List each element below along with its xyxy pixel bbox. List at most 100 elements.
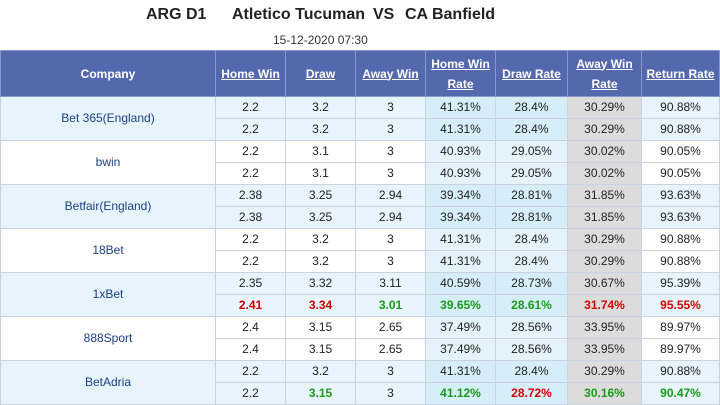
cell-draw: 3.15 <box>285 382 356 405</box>
cell-away: 3 <box>355 250 426 273</box>
cell-home-rate: 41.31% <box>425 360 496 383</box>
cell-return-rate: 95.39% <box>641 272 720 295</box>
cell-away: 3 <box>355 140 426 163</box>
cell-draw-rate: 28.81% <box>495 206 568 229</box>
col-home-win-label: Home Win <box>221 66 280 81</box>
cell-draw-rate: 28.4% <box>495 96 568 119</box>
cell-away-rate: 30.02% <box>567 140 642 163</box>
company-name[interactable]: Bet 365(England) <box>0 96 216 141</box>
cell-away: 3 <box>355 96 426 119</box>
cell-away: 3 <box>355 118 426 141</box>
cell-draw-rate: 28.61% <box>495 294 568 317</box>
cell-away-rate: 31.74% <box>567 294 642 317</box>
cell-draw: 3.34 <box>285 294 356 317</box>
cell-return-rate: 90.88% <box>641 250 720 273</box>
table-header-row: Company Home Win Draw Away Win Home Win R… <box>0 50 720 97</box>
cell-return-rate: 89.97% <box>641 338 720 361</box>
cell-draw-rate: 28.56% <box>495 338 568 361</box>
cell-home: 2.38 <box>215 206 286 229</box>
table-row: Betfair(England) 2.38 3.25 2.94 39.34% 28.81%… <box>0 184 720 229</box>
cell-away-rate: 30.29% <box>567 96 642 119</box>
col-away-win-rate-label: Away Win Rate <box>576 56 633 91</box>
col-home-win[interactable]: Home Win <box>215 50 286 97</box>
cell-home: 2.2 <box>215 360 286 383</box>
cell-away: 3.01 <box>355 294 426 317</box>
cell-away-rate: 30.29% <box>567 360 642 383</box>
cell-away-rate: 30.29% <box>567 250 642 273</box>
col-return-rate[interactable]: Return Rate <box>641 50 720 97</box>
cell-draw: 3.2 <box>285 118 356 141</box>
cell-draw: 3.15 <box>285 338 356 361</box>
col-draw[interactable]: Draw <box>285 50 356 97</box>
col-company: Company <box>0 50 216 97</box>
cell-away: 3 <box>355 360 426 383</box>
col-draw-rate[interactable]: Draw Rate <box>495 50 568 97</box>
col-return-rate-label: Return Rate <box>646 66 715 81</box>
cell-draw: 3.2 <box>285 228 356 251</box>
cell-return-rate: 90.88% <box>641 118 720 141</box>
cell-home-rate: 40.93% <box>425 162 496 185</box>
cell-return-rate: 90.05% <box>641 162 720 185</box>
table-row: 18Bet 2.2 3.2 3 41.31% 28.4% 30.29% 90.88% <box>0 228 720 273</box>
cell-away: 2.65 <box>355 316 426 339</box>
cell-home-rate: 37.49% <box>425 316 496 339</box>
company-name[interactable]: BetAdria <box>0 360 216 405</box>
cell-home: 2.35 <box>215 272 286 295</box>
table-row: BetAdria 2.2 3.2 3 41.31% 28.4% 30.29% 90.88% <box>0 360 720 405</box>
cell-draw-rate: 28.4% <box>495 360 568 383</box>
cell-home-rate: 41.31% <box>425 118 496 141</box>
cell-away: 2.94 <box>355 206 426 229</box>
cell-home-rate: 40.93% <box>425 140 496 163</box>
home-team: Atletico Tucuman <box>232 6 366 23</box>
cell-draw: 3.25 <box>285 206 356 229</box>
cell-home: 2.2 <box>215 228 286 251</box>
col-home-win-rate-label: Home Win Rate <box>431 56 490 91</box>
cell-away: 3.11 <box>355 272 426 295</box>
cell-home-rate: 40.59% <box>425 272 496 295</box>
cell-return-rate: 93.63% <box>641 206 720 229</box>
col-home-win-rate[interactable]: Home Win Rate <box>425 50 496 97</box>
cell-away-rate: 30.16% <box>567 382 642 405</box>
col-away-win[interactable]: Away Win <box>355 50 426 97</box>
cell-return-rate: 93.63% <box>641 184 720 207</box>
company-name[interactable]: Betfair(England) <box>0 184 216 229</box>
col-away-win-rate[interactable]: Away Win Rate <box>567 50 642 97</box>
cell-draw-rate: 28.81% <box>495 184 568 207</box>
cell-return-rate: 90.05% <box>641 140 720 163</box>
cell-draw-rate: 29.05% <box>495 162 568 185</box>
company-name[interactable]: bwin <box>0 140 216 185</box>
company-name[interactable]: 18Bet <box>0 228 216 273</box>
table-row: 2.2 3.2 3 41.31% 28.4% 30.29% 90.88% <box>1 118 720 141</box>
cell-draw-rate: 28.4% <box>495 228 568 251</box>
odds-table: Company Home Win Draw Away Win Home Win R… <box>0 50 720 405</box>
cell-home-rate: 39.34% <box>425 206 496 229</box>
cell-home-rate: 41.31% <box>425 96 496 119</box>
cell-away-rate: 30.29% <box>567 118 642 141</box>
odds-body: Bet 365(England) 2.2 3.2 3 41.31% 28.4% 30.29%… <box>0 96 720 405</box>
cell-home: 2.2 <box>215 140 286 163</box>
cell-draw-rate: 29.05% <box>495 140 568 163</box>
table-row: 888Sport 2.4 3.15 2.65 37.49% 28.56% 33.95% 89.… <box>0 316 720 361</box>
table-row: 2.2 3.2 3 41.31% 28.4% 30.29% 90.88% <box>1 250 720 273</box>
cell-draw: 3.1 <box>285 162 356 185</box>
cell-draw: 3.2 <box>285 250 356 273</box>
cell-return-rate: 95.55% <box>641 294 720 317</box>
cell-draw: 3.15 <box>285 316 356 339</box>
cell-draw-rate: 28.73% <box>495 272 568 295</box>
company-name[interactable]: 1xBet <box>0 272 216 317</box>
cell-draw: 3.25 <box>285 184 356 207</box>
cell-away-rate: 31.85% <box>567 206 642 229</box>
cell-home-rate: 39.34% <box>425 184 496 207</box>
cell-return-rate: 90.47% <box>641 382 720 405</box>
cell-return-rate: 90.88% <box>641 96 720 119</box>
table-row: 2.4 3.15 2.65 37.49% 28.56% 33.95% 89.97% <box>1 338 720 361</box>
cell-draw-rate: 28.56% <box>495 316 568 339</box>
cell-home: 2.2 <box>215 162 286 185</box>
col-away-win-label: Away Win <box>362 66 419 81</box>
company-name[interactable]: 888Sport <box>0 316 216 361</box>
cell-home-rate: 41.31% <box>425 250 496 273</box>
cell-home: 2.2 <box>215 96 286 119</box>
cell-home-rate: 39.65% <box>425 294 496 317</box>
cell-home: 2.4 <box>215 338 286 361</box>
cell-away-rate: 30.29% <box>567 228 642 251</box>
